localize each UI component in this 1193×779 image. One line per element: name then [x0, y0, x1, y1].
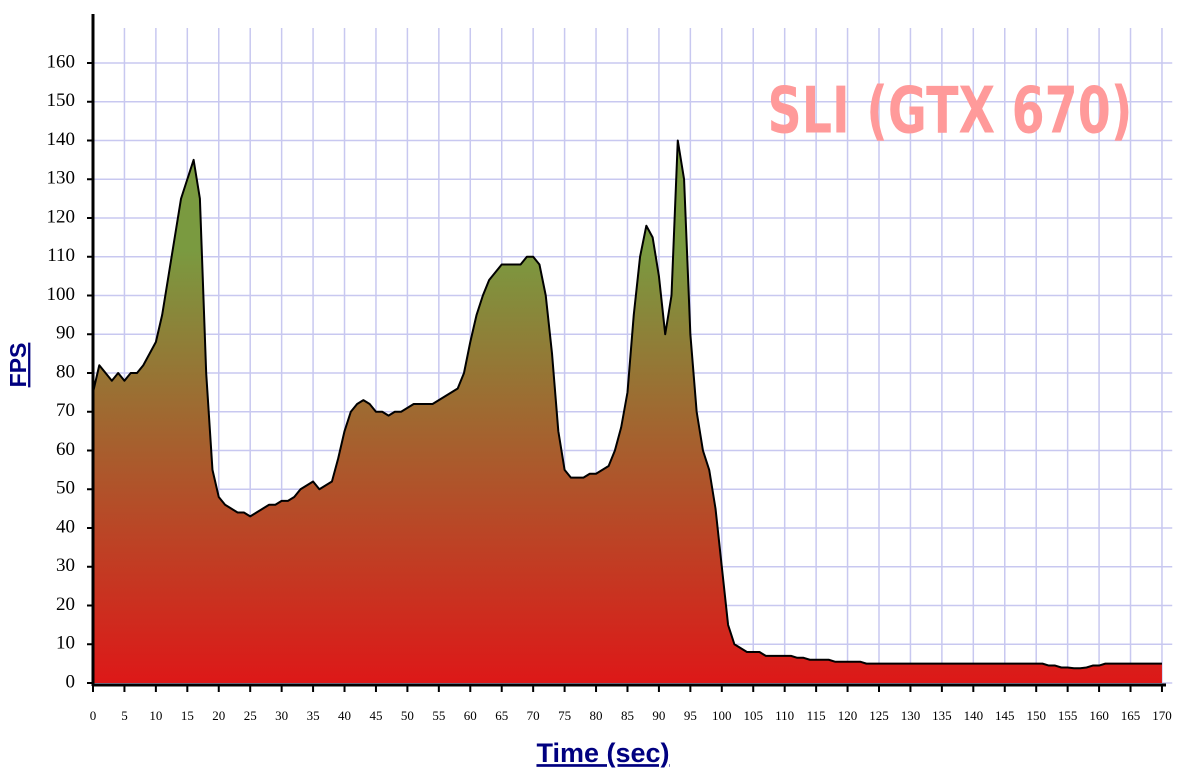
x-tick-label: 130	[901, 708, 921, 723]
y-tick-label: 90	[56, 323, 75, 344]
y-tick-label: 130	[47, 168, 76, 189]
x-tick-label: 0	[90, 708, 97, 723]
y-axis-label: FPS	[5, 343, 31, 388]
y-tick-label: 50	[56, 478, 75, 499]
y-tick-label: 60	[56, 439, 75, 460]
x-tick-label: 25	[244, 708, 257, 723]
x-tick-label: 75	[558, 708, 571, 723]
fps-line	[92, 139, 1162, 670]
y-tick-label: 70	[56, 400, 75, 421]
x-tick-label: 160	[1089, 708, 1109, 723]
y-tick-label: 80	[56, 361, 75, 382]
x-tick-label: 110	[775, 708, 794, 723]
y-tick-label: 160	[47, 51, 76, 72]
x-axis-label: Time (sec)	[536, 738, 669, 768]
y-tick-label: 0	[66, 671, 76, 692]
x-tick-label: 40	[338, 708, 351, 723]
y-tick-label: 40	[56, 516, 75, 537]
x-tick-label: 65	[495, 708, 508, 723]
y-tick-label: 20	[56, 594, 75, 615]
x-tick-label: 35	[307, 708, 320, 723]
y-tick-label: 150	[47, 90, 76, 111]
y-tick-label: 100	[47, 284, 76, 305]
x-tick-label: 50	[401, 708, 414, 723]
x-tick-label: 120	[838, 708, 858, 723]
x-tick-label: 105	[743, 708, 763, 723]
y-tick-label: 120	[47, 206, 76, 227]
annotation: SLI (GTX 670)	[768, 75, 1133, 149]
x-tick-label: 155	[1058, 708, 1078, 723]
x-tick-label: 80	[590, 708, 603, 723]
x-tick-label: 135	[932, 708, 952, 723]
y-tick-label: 10	[56, 633, 75, 654]
x-tick-label: 170	[1152, 708, 1172, 723]
x-tick-label: 150	[1026, 708, 1046, 723]
y-tick-label: 30	[56, 555, 75, 576]
x-tick-label: 95	[684, 708, 697, 723]
x-tick-label: 5	[121, 708, 128, 723]
x-tick-label: 85	[621, 708, 634, 723]
x-tick-label: 145	[995, 708, 1015, 723]
x-tick-label: 45	[369, 708, 382, 723]
x-tick-label: 55	[432, 708, 445, 723]
x-tick-label: 60	[464, 708, 477, 723]
x-tick-label: 10	[149, 708, 162, 723]
x-tick-label: 165	[1121, 708, 1141, 723]
area-fill	[93, 140, 1162, 683]
x-tick-label: 90	[652, 708, 665, 723]
x-tick-label: 30	[275, 708, 288, 723]
x-tick-label: 125	[869, 708, 889, 723]
x-tick-label: 70	[527, 708, 540, 723]
x-tick-label: 20	[212, 708, 225, 723]
y-tick-label: 110	[47, 245, 75, 266]
x-tick-label: 115	[807, 708, 826, 723]
x-tick-label: 15	[181, 708, 194, 723]
x-tick-label: 140	[964, 708, 984, 723]
x-tick-label: 100	[712, 708, 732, 723]
y-tick-label: 140	[47, 129, 76, 150]
